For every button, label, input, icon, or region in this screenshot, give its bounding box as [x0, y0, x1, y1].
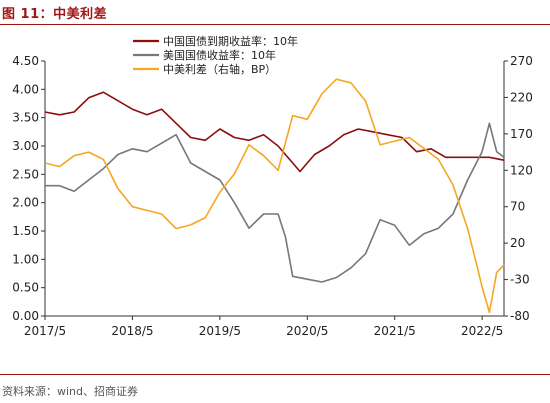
x-tick-label: 2021/5	[374, 324, 416, 338]
x-axis-ticks: 2017/5 2018/5 2019/5 2020/5 2021/5 2022/5	[24, 316, 503, 338]
left-y-tick-label: 0.50	[12, 281, 39, 295]
series-layer	[44, 78, 505, 314]
left-y-tick-label: 2.00	[12, 196, 39, 210]
source-rule	[0, 374, 550, 375]
left-y-tick-label: 4.00	[12, 82, 39, 96]
left-y-tick-label: 1.00	[12, 252, 39, 266]
spread-line-chart: 0.00 0.50 1.00 1.50 2.00 2.50 3.00 3.50 4.00 4.50…	[12, 34, 533, 338]
cn-us-spread-line	[44, 78, 505, 314]
x-tick-label: 2020/5	[286, 324, 328, 338]
right-y-tick-label: -80	[510, 309, 530, 323]
right-y-tick-label: 120	[510, 163, 533, 177]
left-y-tick-label: 3.00	[12, 139, 39, 153]
china-10y-yield-line	[44, 91, 505, 173]
figure-title: 图 11：中美利差	[2, 7, 108, 22]
x-tick-label: 2017/5	[24, 324, 66, 338]
right-y-tick-label: 220	[510, 90, 533, 104]
legend-label: 美国国债收益率：10年	[163, 48, 276, 62]
right-y-axis: -80 -30 20 70 120 170 220 270	[504, 54, 533, 323]
right-y-tick-label: 70	[510, 200, 525, 214]
x-tick-label: 2022/5	[461, 324, 503, 338]
left-y-tick-label: 0.00	[12, 309, 39, 323]
left-y-axis: 0.00 0.50 1.00 1.50 2.00 2.50 3.00 3.50 4.00 4.50	[12, 54, 45, 323]
right-y-tick-label: -30	[510, 273, 530, 287]
left-y-tick-label: 1.50	[12, 224, 39, 238]
legend-label: 中国国债到期收益率：10年	[163, 34, 298, 48]
x-tick-label: 2018/5	[111, 324, 153, 338]
us-10y-yield-line	[45, 122, 505, 283]
left-y-tick-label: 4.50	[12, 54, 39, 68]
left-y-tick-label: 2.50	[12, 167, 39, 181]
right-y-tick-label: 20	[510, 236, 525, 250]
left-y-tick-label: 3.50	[12, 111, 39, 125]
right-y-tick-label: 170	[510, 127, 533, 141]
source-note: 资料来源：wind、招商证券	[2, 385, 139, 398]
right-y-tick-label: 270	[510, 54, 533, 68]
title-rule	[0, 24, 550, 25]
legend-label: 中美利差（右轴，BP）	[163, 62, 276, 76]
x-tick-label: 2019/5	[199, 324, 241, 338]
